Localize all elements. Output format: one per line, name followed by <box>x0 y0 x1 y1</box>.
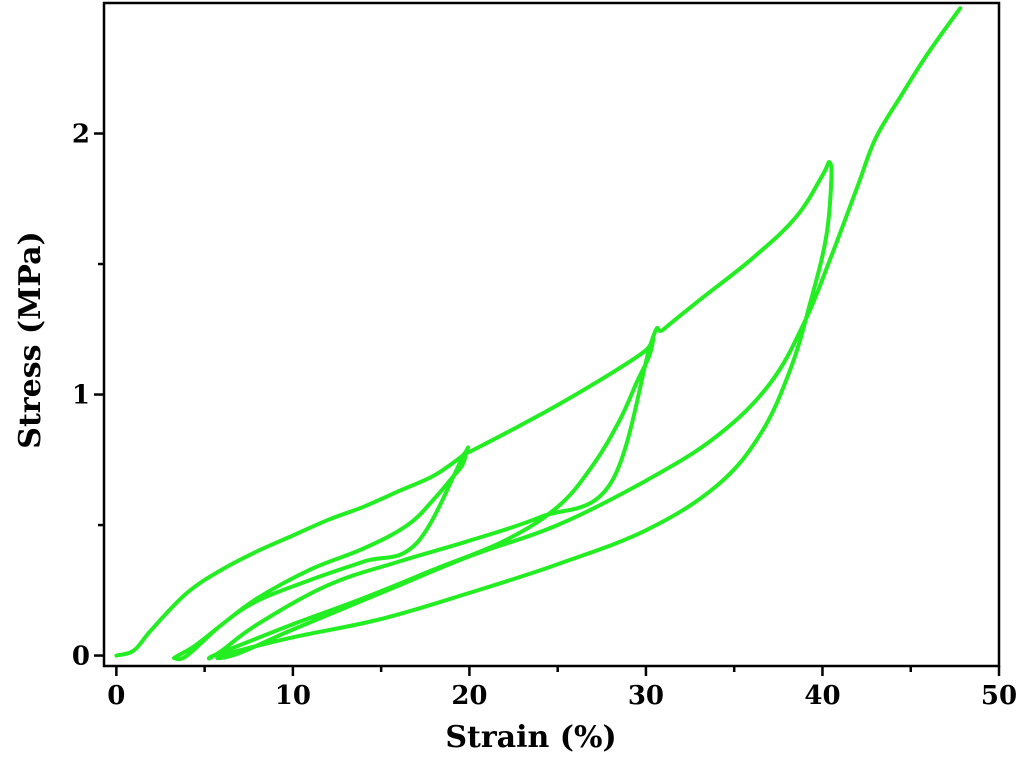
x-tick-label: 30 <box>628 681 664 711</box>
x-tick-label: 10 <box>275 681 311 711</box>
stress-strain-curve <box>114 6 963 662</box>
x-axis-ticks: 0 10 20 30 40 50 <box>107 666 1017 711</box>
x-axis-title: Strain (%) <box>445 720 616 755</box>
y-axis-title: Stress (MPa) <box>13 231 48 448</box>
x-tick-label: 0 <box>107 681 125 711</box>
y-tick-label: 2 <box>72 120 90 150</box>
x-tick-label: 50 <box>981 681 1017 711</box>
y-tick-label: 1 <box>72 381 90 411</box>
y-tick-label: 0 <box>72 642 90 672</box>
series-layer <box>114 6 963 662</box>
x-tick-label: 40 <box>804 681 840 711</box>
x-tick-label: 20 <box>451 681 487 711</box>
y-axis-ticks: 0 1 2 <box>72 120 104 672</box>
plot-frame <box>102 1 1001 668</box>
